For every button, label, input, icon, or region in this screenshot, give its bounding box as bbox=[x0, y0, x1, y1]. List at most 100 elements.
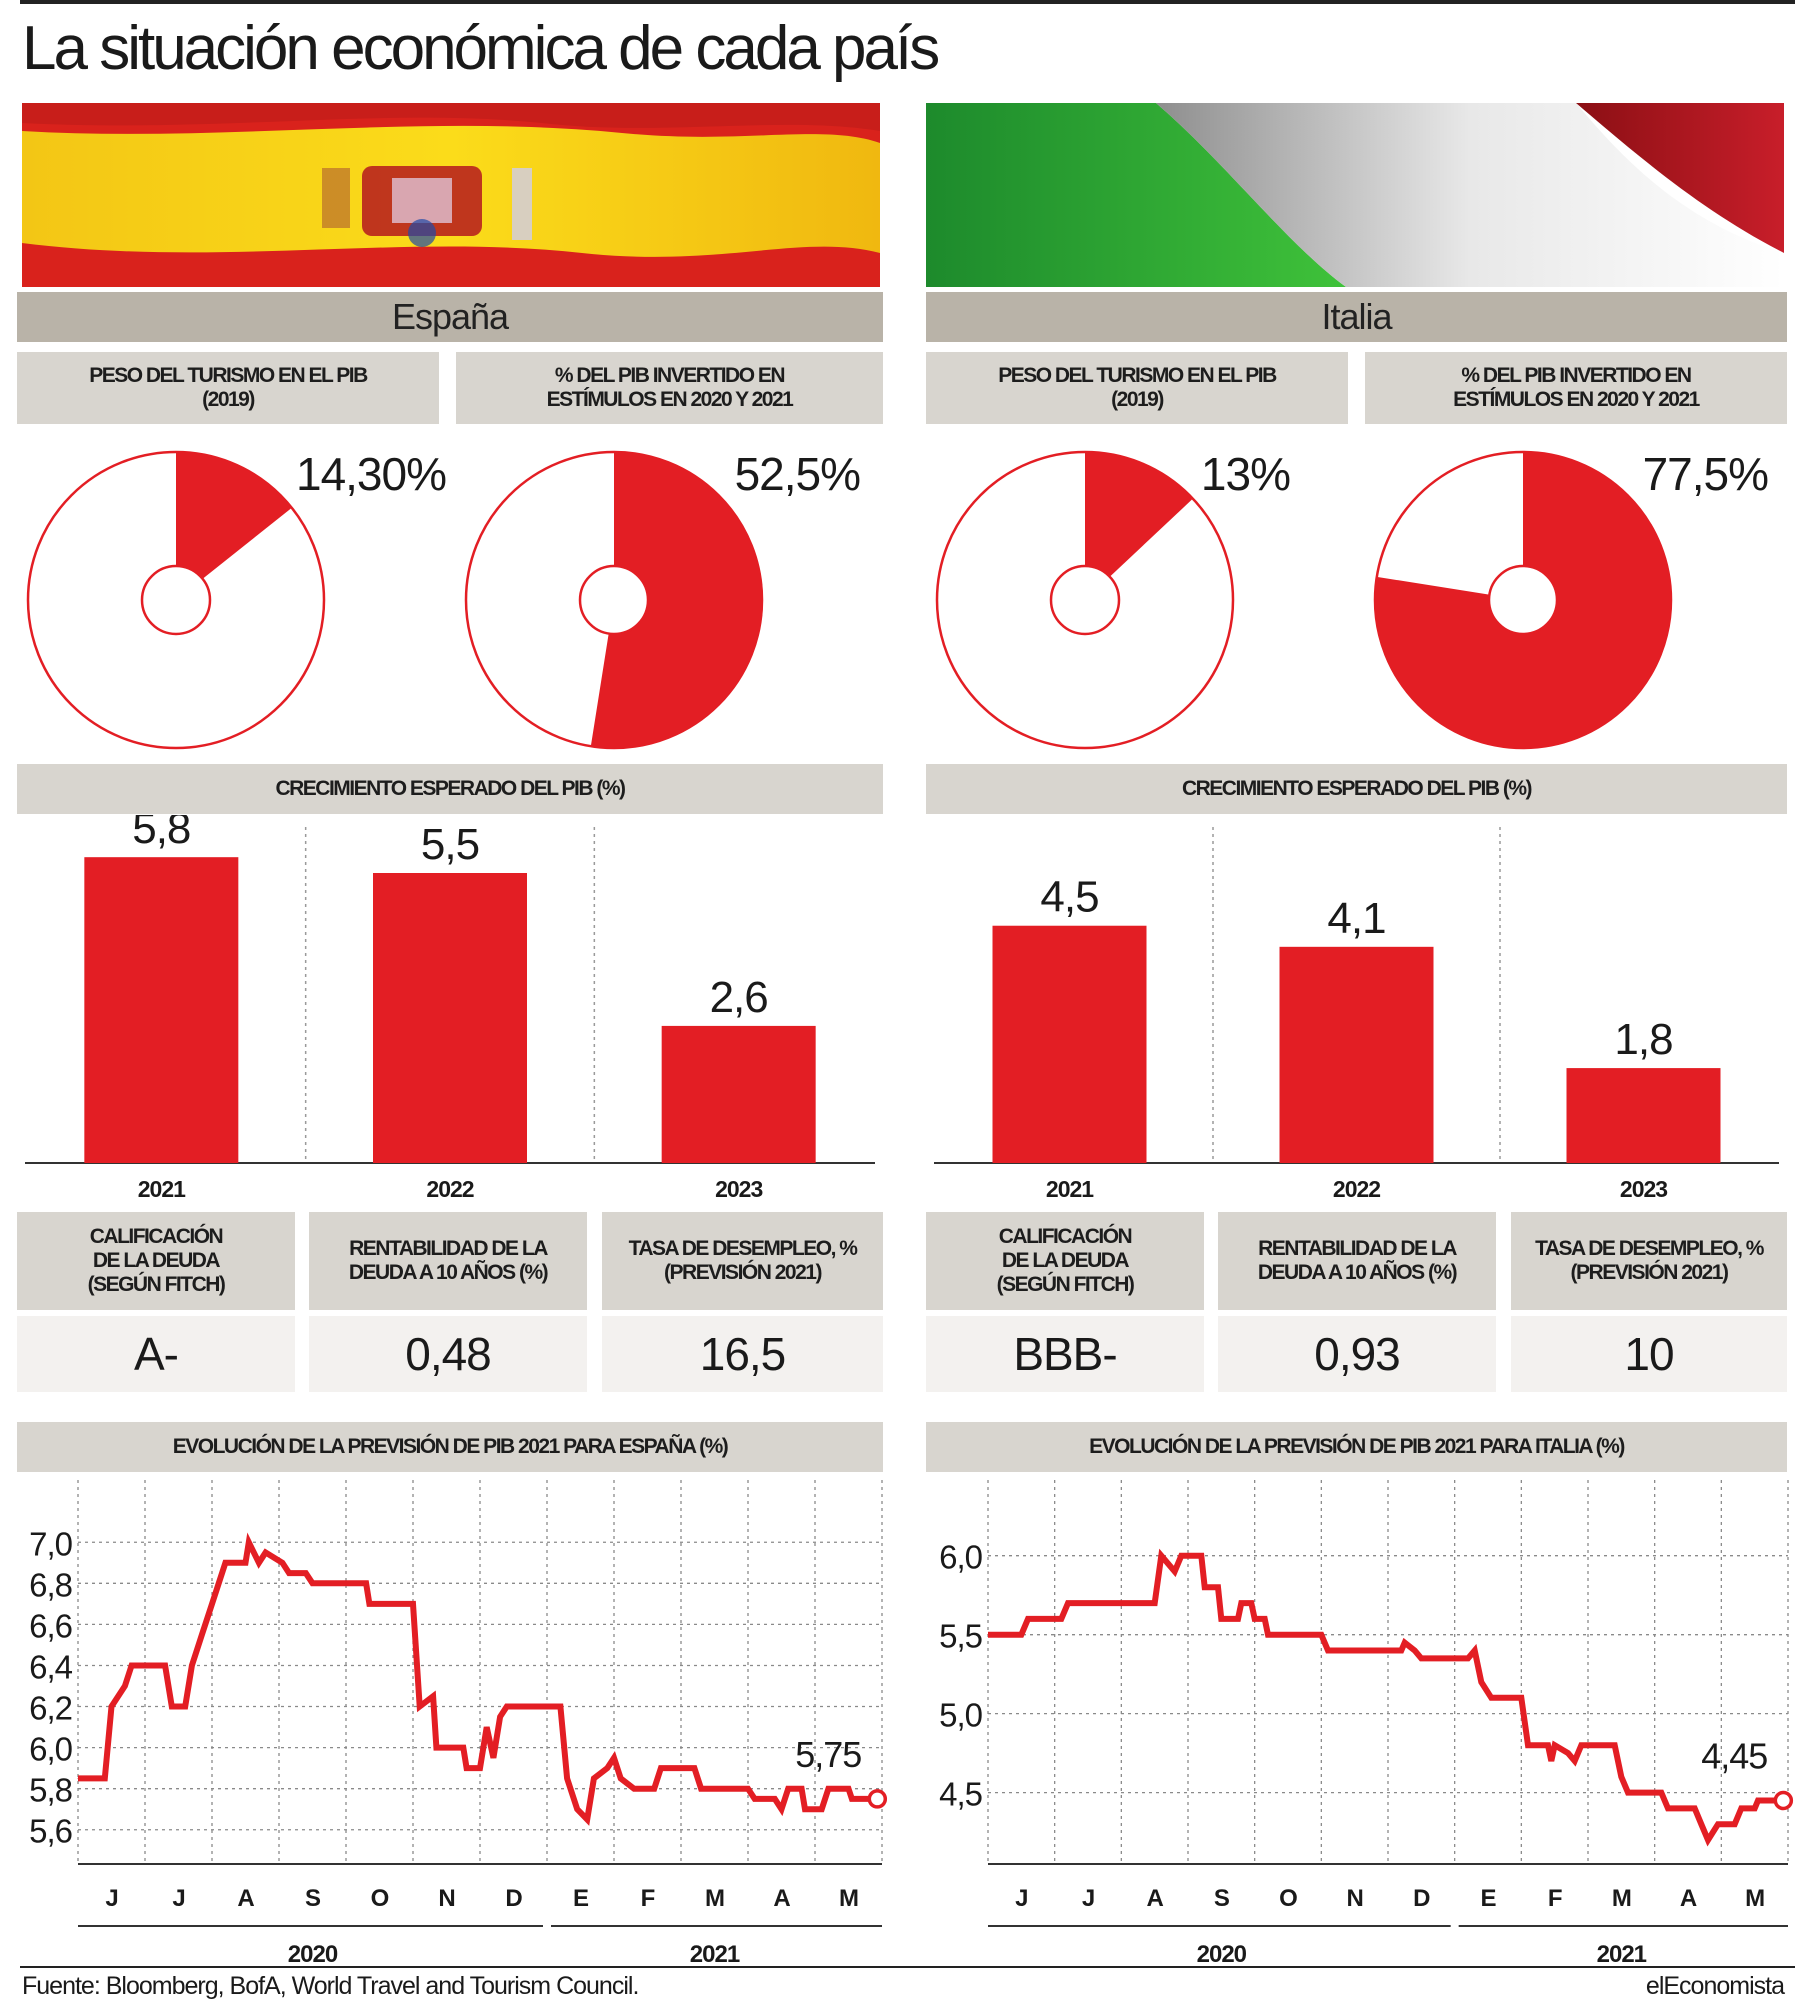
unemployment-header-italy: TASA DE DESEMPLEO, % (PREVISIÓN 2021) bbox=[1511, 1212, 1787, 1310]
line-chart-italia: 6,0 5,5 5,0 4,5 J J A S O N D E F M A M 2020 2021 4,45 bbox=[939, 1480, 1794, 1962]
line-point-6 bbox=[1160, 1555, 1162, 1557]
line-point-48 bbox=[1754, 1807, 1756, 1809]
donut-italia-tourism: 13% bbox=[935, 448, 1291, 750]
line-point-14 bbox=[1240, 1602, 1242, 1604]
line-point-30 bbox=[1527, 1744, 1529, 1746]
line-point-17 bbox=[288, 1572, 290, 1574]
line-point-9 bbox=[201, 1634, 203, 1636]
line-point-44 bbox=[693, 1767, 695, 1769]
line-year-label: 2021 bbox=[690, 1941, 740, 1962]
line-point-32 bbox=[1550, 1760, 1552, 1762]
yield-header-spain: RENTABILIDAD DE LA DEUDA A 10 AÑOS (%) bbox=[309, 1212, 587, 1310]
line-point-6 bbox=[171, 1706, 173, 1708]
line-ytick-label: 5,8 bbox=[29, 1772, 72, 1809]
line-point-35 bbox=[1574, 1760, 1576, 1762]
line-month-label: S bbox=[1214, 1885, 1230, 1912]
line-point-13 bbox=[1237, 1618, 1239, 1620]
line-ytick-label: 6,2 bbox=[29, 1690, 72, 1727]
bar-category-label: 2023 bbox=[715, 1176, 762, 1202]
line-ytick-label: 7,0 bbox=[29, 1525, 73, 1562]
line-point-1 bbox=[1020, 1634, 1022, 1636]
donut-value-label: 52,5% bbox=[735, 448, 861, 500]
line-point-42 bbox=[1694, 1807, 1696, 1809]
line-year-label: 2020 bbox=[288, 1941, 338, 1962]
line-year-label: 2020 bbox=[1197, 1941, 1247, 1962]
line-point-38 bbox=[606, 1767, 608, 1769]
line-point-20 bbox=[365, 1582, 367, 1584]
bar-category-label: 2023 bbox=[1620, 1176, 1667, 1202]
line-month-label: E bbox=[573, 1885, 589, 1912]
line-point-1 bbox=[104, 1777, 106, 1779]
tourism-header-spain: PESO DEL TURISMO EN EL PIB (2019) bbox=[17, 352, 439, 424]
line-point-12 bbox=[1220, 1618, 1222, 1620]
bar-value-label: 5,8 bbox=[132, 815, 190, 853]
line-point-56 bbox=[851, 1798, 853, 1800]
line-point-31 bbox=[499, 1716, 501, 1718]
line-point-2 bbox=[1027, 1618, 1029, 1620]
line-point-30 bbox=[492, 1757, 494, 1759]
line-point-11 bbox=[224, 1562, 226, 1564]
line-point-8 bbox=[1180, 1555, 1182, 1557]
stimulus-header-italy: % DEL PIB INVERTIDO EN ESTÍMULOS EN 2020… bbox=[1365, 352, 1787, 424]
line-point-4 bbox=[1067, 1602, 1069, 1604]
line-month-label: J bbox=[172, 1885, 184, 1912]
line-point-35 bbox=[576, 1808, 578, 1810]
line-month-label: S bbox=[305, 1885, 321, 1912]
line-month-label: E bbox=[1480, 1885, 1496, 1912]
donut-value-label: 14,30% bbox=[296, 448, 446, 500]
line-ytick-label: 6,4 bbox=[29, 1648, 73, 1685]
line-point-42 bbox=[653, 1788, 655, 1790]
line-point-39 bbox=[613, 1757, 615, 1759]
line-point-24 bbox=[1420, 1657, 1422, 1659]
line-point-26 bbox=[462, 1747, 464, 1749]
line-point-19 bbox=[312, 1582, 313, 1584]
line-point-22 bbox=[412, 1603, 414, 1605]
line-point-29 bbox=[486, 1726, 488, 1728]
line-point-16 bbox=[1254, 1618, 1256, 1620]
line-month-label: F bbox=[1548, 1885, 1562, 1912]
italy-flag-icon bbox=[926, 103, 1784, 287]
donut-slice bbox=[1085, 452, 1193, 600]
line-point-10 bbox=[211, 1603, 213, 1605]
line-month-label: N bbox=[1346, 1885, 1362, 1912]
donut-hole bbox=[1049, 564, 1121, 636]
line-point-43 bbox=[660, 1767, 662, 1769]
donut-hole bbox=[578, 564, 650, 636]
line-month-label: M bbox=[1745, 1885, 1764, 1912]
line-point-51 bbox=[801, 1788, 803, 1790]
line-point-49 bbox=[1757, 1800, 1759, 1802]
line-point-43 bbox=[1700, 1823, 1702, 1825]
line-point-15 bbox=[1250, 1602, 1252, 1604]
line-month-label: O bbox=[371, 1885, 389, 1912]
line-point-7 bbox=[1174, 1570, 1176, 1572]
line-point-54 bbox=[827, 1788, 829, 1790]
page-title: La situación económica de cada país bbox=[22, 14, 940, 83]
line-point-40 bbox=[620, 1777, 622, 1779]
line-point-29 bbox=[1520, 1697, 1522, 1699]
bar-2022 bbox=[373, 873, 527, 1163]
line-point-0 bbox=[987, 1634, 989, 1636]
line-point-33 bbox=[559, 1706, 561, 1708]
line-point-50 bbox=[787, 1788, 789, 1790]
unemployment-value-spain: 16,5 bbox=[602, 1316, 883, 1392]
line-ytick-label: 6,8 bbox=[29, 1566, 72, 1603]
line-point-34 bbox=[1567, 1752, 1569, 1754]
line-point-10 bbox=[1204, 1586, 1206, 1588]
line-month-label: J bbox=[1015, 1885, 1027, 1912]
line-point-52 bbox=[804, 1808, 806, 1810]
bar-2023 bbox=[661, 1025, 816, 1163]
line-month-label: M bbox=[705, 1885, 724, 1912]
line-point-5 bbox=[164, 1664, 166, 1666]
line-point-9 bbox=[1200, 1555, 1202, 1557]
line-month-label: D bbox=[505, 1885, 522, 1912]
bar-value-label: 2,6 bbox=[710, 973, 768, 1022]
source-note: Fuente: Bloomberg, BofA, World Travel an… bbox=[22, 1972, 639, 2000]
bar-value-label: 4,1 bbox=[1327, 894, 1385, 943]
line-point-20 bbox=[1327, 1649, 1329, 1651]
yield-value-italy: 0,93 bbox=[1218, 1316, 1496, 1392]
donut-value-label: 77,5% bbox=[1643, 448, 1769, 500]
line-point-4 bbox=[131, 1664, 133, 1666]
donut-value-label: 13% bbox=[1201, 448, 1290, 500]
line-point-28 bbox=[479, 1767, 481, 1769]
line-point-33 bbox=[1554, 1744, 1556, 1746]
